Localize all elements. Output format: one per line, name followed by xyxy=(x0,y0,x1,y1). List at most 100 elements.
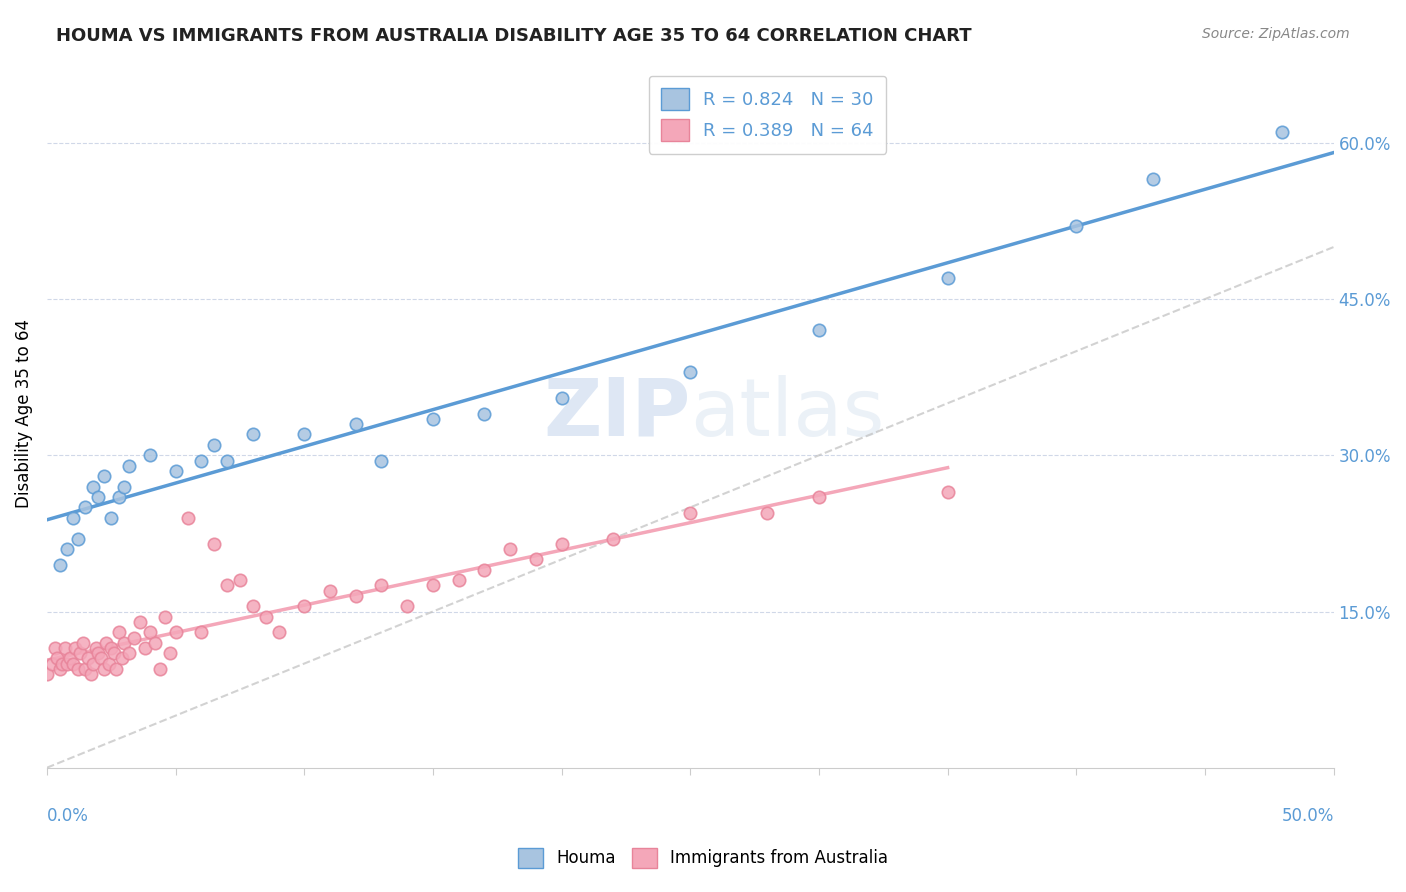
Point xyxy=(118,646,141,660)
Point xyxy=(46,651,69,665)
Point xyxy=(72,636,94,650)
Point xyxy=(190,625,212,640)
Text: HOUMA VS IMMIGRANTS FROM AUSTRALIA DISABILITY AGE 35 TO 64 CORRELATION CHART: HOUMA VS IMMIGRANTS FROM AUSTRALIA DISAB… xyxy=(56,27,972,45)
Point xyxy=(59,651,82,665)
Point xyxy=(550,537,572,551)
Point xyxy=(97,657,120,671)
Point xyxy=(396,599,419,614)
Point xyxy=(370,453,392,467)
Point xyxy=(524,552,547,566)
Point xyxy=(202,438,225,452)
Point xyxy=(165,625,187,640)
Point xyxy=(105,662,128,676)
Point xyxy=(66,662,89,676)
Point xyxy=(69,646,91,660)
Point xyxy=(292,599,315,614)
Point xyxy=(87,490,110,504)
Point xyxy=(82,657,104,671)
Point xyxy=(82,479,104,493)
Point xyxy=(370,578,392,592)
Point xyxy=(190,453,212,467)
Text: Source: ZipAtlas.com: Source: ZipAtlas.com xyxy=(1202,27,1350,41)
Point xyxy=(62,657,84,671)
Point xyxy=(254,609,277,624)
Point xyxy=(936,484,959,499)
Point xyxy=(108,490,131,504)
Point xyxy=(474,563,496,577)
Text: atlas: atlas xyxy=(690,375,884,452)
Point xyxy=(49,558,72,572)
Point xyxy=(422,578,444,592)
Point xyxy=(474,407,496,421)
Point xyxy=(1271,126,1294,140)
Point xyxy=(447,574,470,588)
Point xyxy=(100,510,122,524)
Point xyxy=(53,640,76,655)
Point xyxy=(124,631,146,645)
Legend: Houma, Immigrants from Australia: Houma, Immigrants from Australia xyxy=(510,841,896,875)
Point xyxy=(108,625,131,640)
Point xyxy=(159,646,181,660)
Point xyxy=(134,640,156,655)
Point xyxy=(112,479,135,493)
Point xyxy=(77,651,100,665)
Point xyxy=(94,636,117,650)
Point xyxy=(90,651,112,665)
Point xyxy=(319,583,342,598)
Point xyxy=(112,636,135,650)
Point xyxy=(292,427,315,442)
Point xyxy=(602,532,624,546)
Point xyxy=(344,589,367,603)
Point xyxy=(679,365,702,379)
Point xyxy=(87,646,110,660)
Point xyxy=(93,469,115,483)
Point xyxy=(84,640,107,655)
Text: 50.0%: 50.0% xyxy=(1281,806,1334,824)
Point xyxy=(344,417,367,431)
Point xyxy=(1064,219,1087,234)
Point xyxy=(41,657,63,671)
Text: 0.0%: 0.0% xyxy=(46,806,89,824)
Point xyxy=(229,574,252,588)
Point xyxy=(118,458,141,473)
Point xyxy=(128,615,150,629)
Point xyxy=(679,506,702,520)
Point xyxy=(267,625,290,640)
Text: ZIP: ZIP xyxy=(543,375,690,452)
Point xyxy=(110,651,132,665)
Point xyxy=(56,541,79,556)
Point xyxy=(936,271,959,285)
Point xyxy=(143,636,166,650)
Point xyxy=(100,640,122,655)
Point xyxy=(75,500,97,515)
Point xyxy=(807,490,830,504)
Point xyxy=(807,323,830,337)
Point xyxy=(93,662,115,676)
Point xyxy=(165,464,187,478)
Point xyxy=(66,532,89,546)
Point xyxy=(242,599,264,614)
Point xyxy=(49,662,72,676)
Legend: R = 0.824   N = 30, R = 0.389   N = 64: R = 0.824 N = 30, R = 0.389 N = 64 xyxy=(648,76,886,154)
Point xyxy=(149,662,172,676)
Point xyxy=(44,640,66,655)
Point xyxy=(63,640,86,655)
Point xyxy=(139,448,162,462)
Point xyxy=(62,510,84,524)
Point xyxy=(1142,172,1164,186)
Point xyxy=(177,510,200,524)
Point xyxy=(155,609,177,624)
Y-axis label: Disability Age 35 to 64: Disability Age 35 to 64 xyxy=(15,319,32,508)
Point xyxy=(422,412,444,426)
Point xyxy=(35,667,58,681)
Point xyxy=(103,646,125,660)
Point xyxy=(56,657,79,671)
Point xyxy=(242,427,264,442)
Point xyxy=(756,506,779,520)
Point xyxy=(215,453,238,467)
Point xyxy=(550,391,572,405)
Point xyxy=(499,541,522,556)
Point xyxy=(79,667,101,681)
Point xyxy=(139,625,162,640)
Point xyxy=(51,657,73,671)
